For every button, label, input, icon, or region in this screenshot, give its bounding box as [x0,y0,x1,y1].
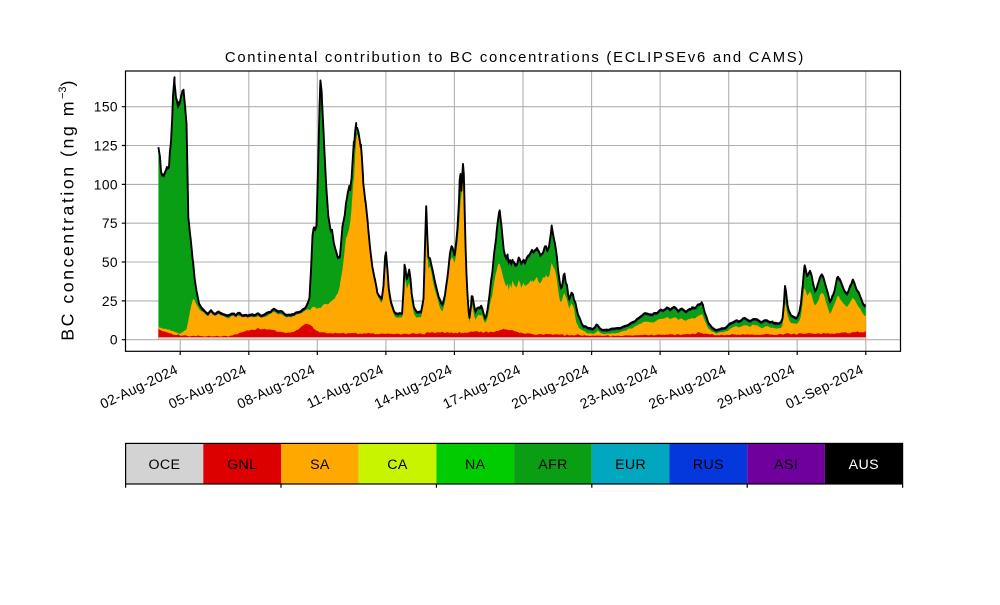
svg-text:ASI: ASI [774,457,798,473]
svg-text:AUS: AUS [849,457,879,473]
svg-text:SA: SA [310,457,330,473]
svg-text:BC concentration (ng m−3): BC concentration (ng m−3) [57,78,77,341]
svg-text:0: 0 [110,333,118,348]
svg-text:RUS: RUS [693,457,724,473]
svg-text:NA: NA [465,457,486,473]
svg-text:OCE: OCE [149,457,181,473]
svg-text:EUR: EUR [615,457,646,473]
svg-text:100: 100 [94,177,118,192]
svg-text:50: 50 [102,255,118,270]
svg-text:150: 150 [94,100,118,115]
svg-text:GNL: GNL [227,457,257,473]
svg-text:CA: CA [387,457,408,473]
svg-text:AFR: AFR [538,457,567,473]
svg-text:Continental contribution to BC: Continental contribution to BC concentra… [225,50,805,66]
svg-text:75: 75 [102,216,118,231]
svg-text:25: 25 [102,294,118,309]
svg-text:125: 125 [94,138,118,153]
